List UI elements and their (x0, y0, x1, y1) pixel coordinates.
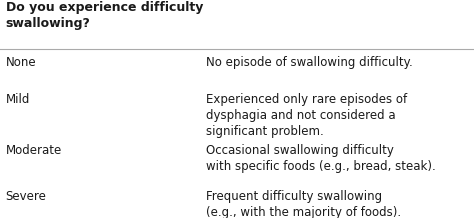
Text: Do you experience difficulty
swallowing?: Do you experience difficulty swallowing? (6, 1, 203, 30)
Text: Occasional swallowing difficulty
with specific foods (e.g., bread, steak).: Occasional swallowing difficulty with sp… (206, 144, 436, 173)
Text: Experienced only rare episodes of
dysphagia and not considered a
significant pro: Experienced only rare episodes of dyspha… (206, 93, 407, 138)
Text: None: None (6, 56, 36, 69)
Text: Moderate: Moderate (6, 144, 62, 157)
Text: Frequent difficulty swallowing
(e.g., with the majority of foods).: Frequent difficulty swallowing (e.g., wi… (206, 190, 401, 218)
Text: No episode of swallowing difficulty.: No episode of swallowing difficulty. (206, 56, 413, 69)
Text: Mild: Mild (6, 93, 30, 106)
Text: Severe: Severe (6, 190, 46, 203)
